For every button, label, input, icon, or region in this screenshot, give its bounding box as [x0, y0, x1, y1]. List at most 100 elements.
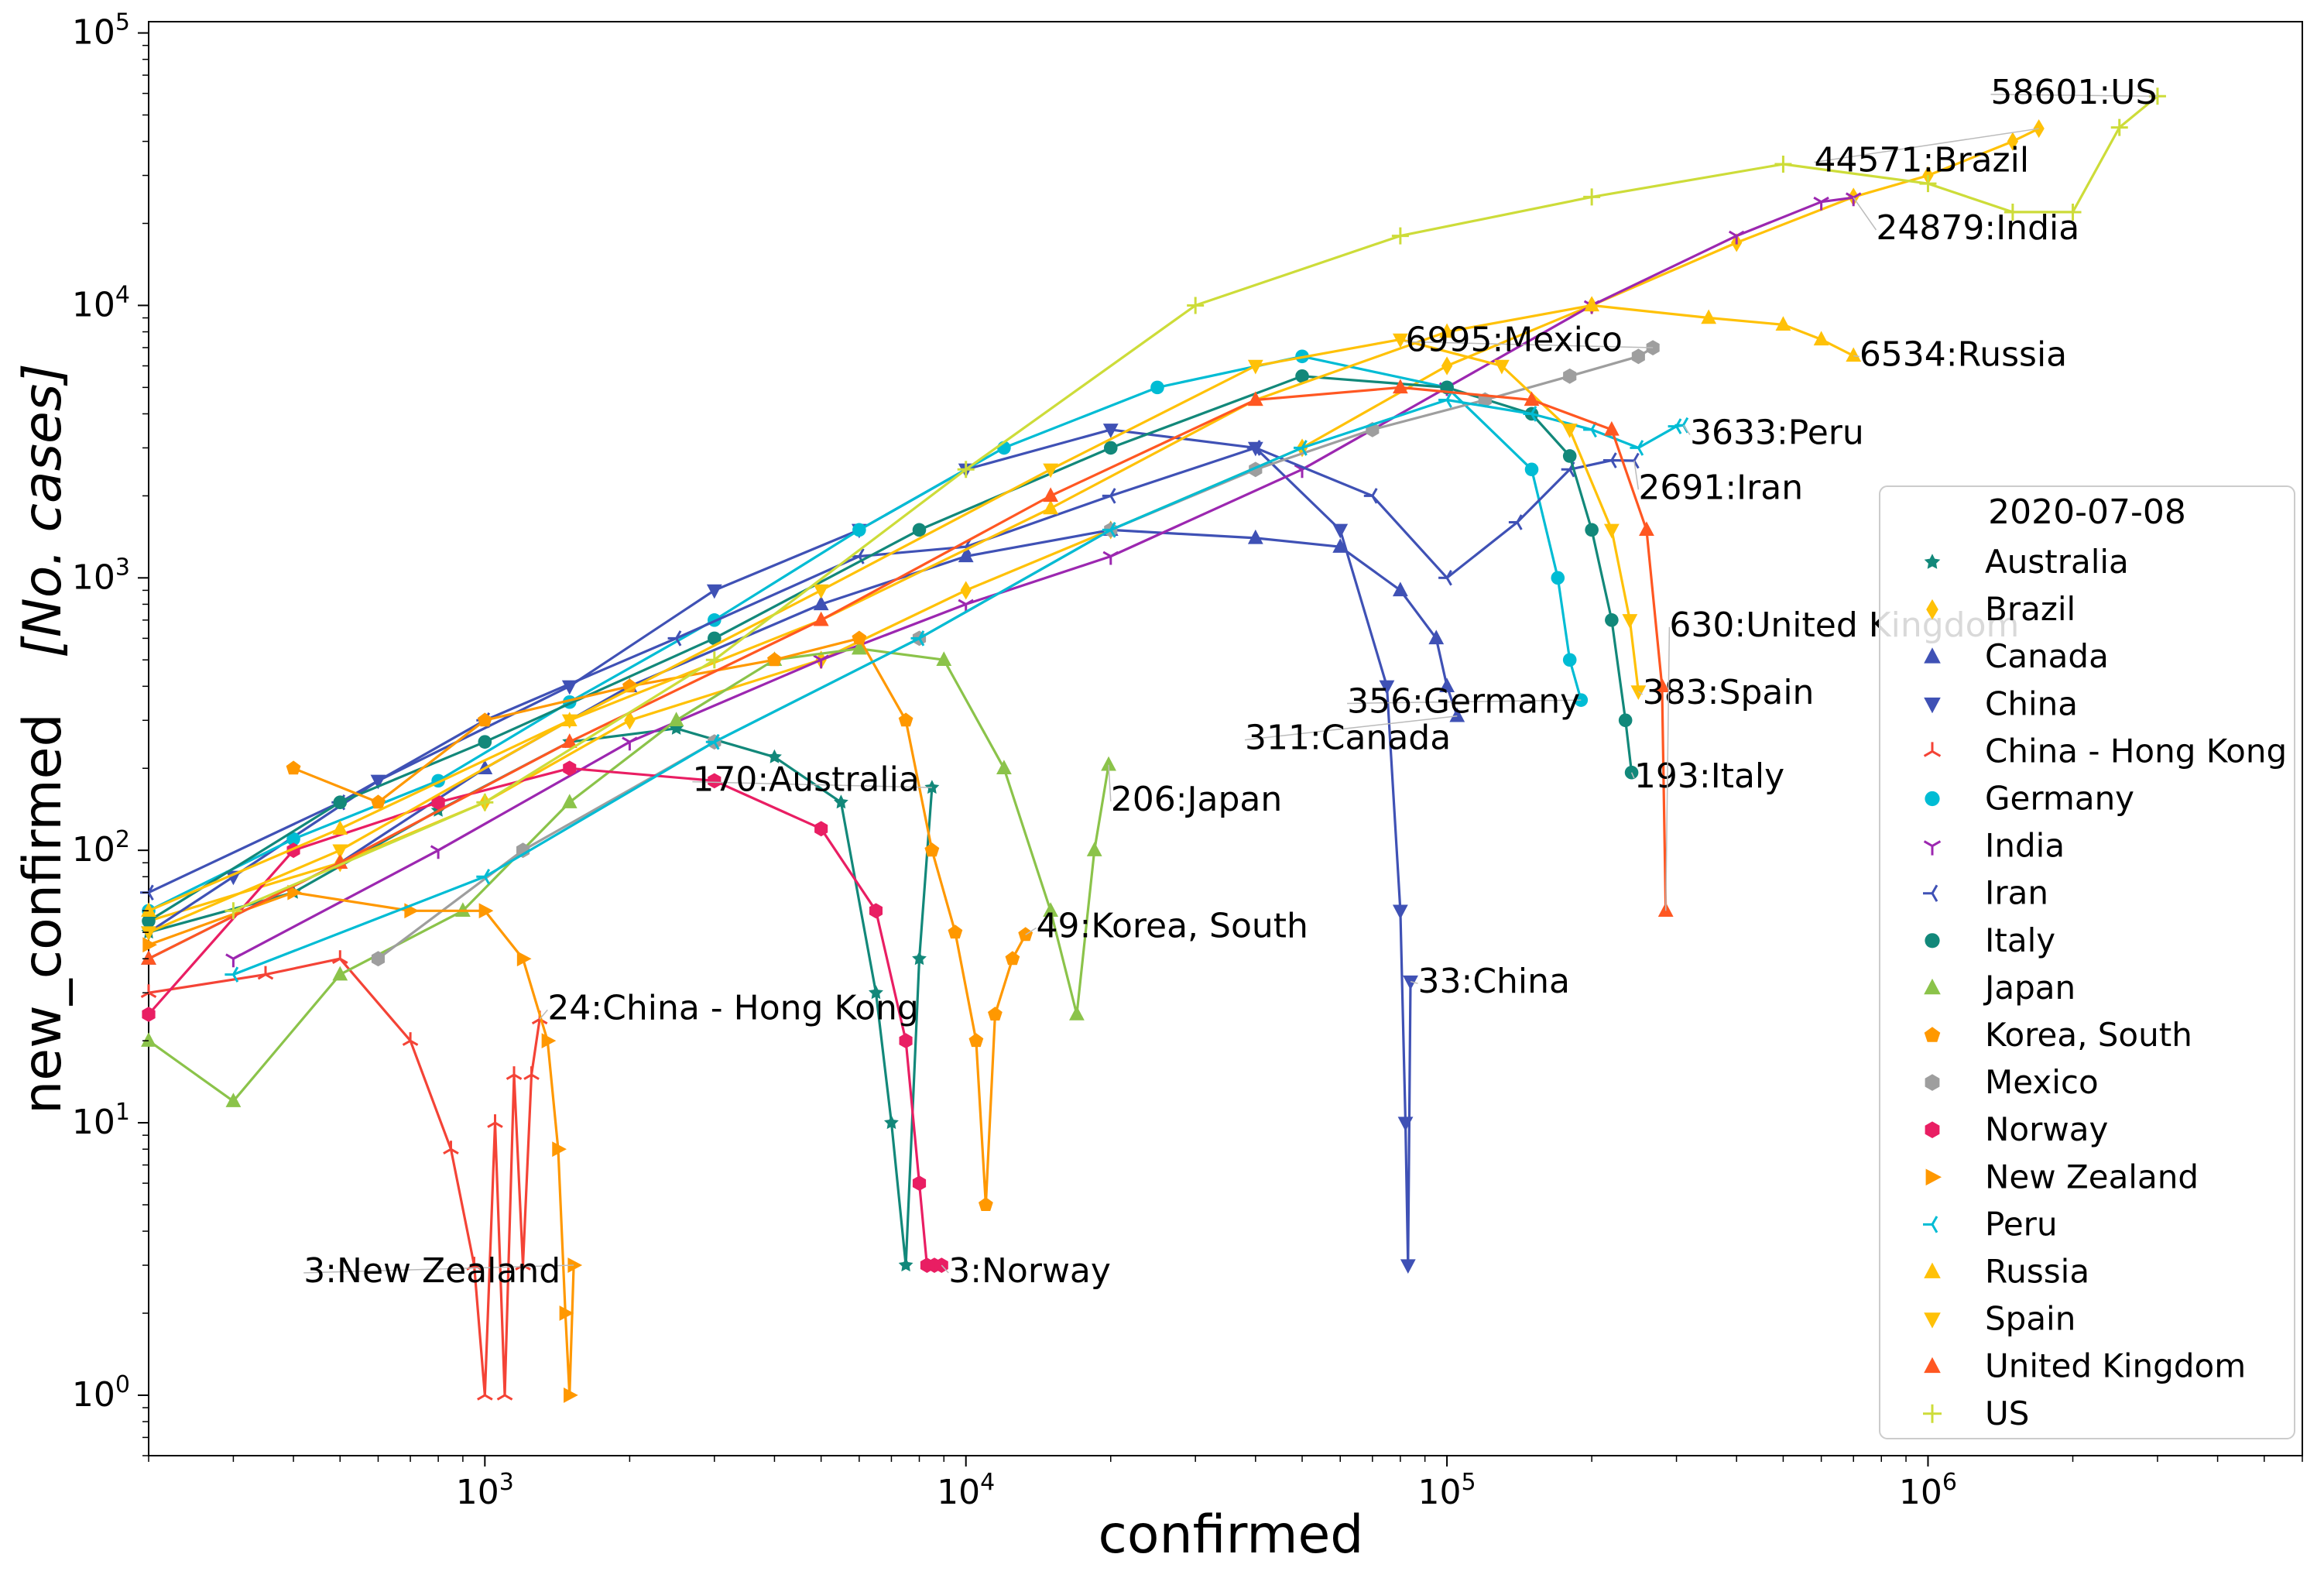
annotation-leader [1410, 980, 1418, 984]
series-new-zealand [142, 884, 583, 1403]
data-point [767, 652, 782, 667]
data-point [1493, 359, 1510, 375]
legend-item-spain: Spain [1924, 1300, 2075, 1338]
data-point [1618, 713, 1633, 728]
data-point [668, 712, 684, 727]
data-point [1363, 488, 1378, 504]
data-point [563, 760, 577, 777]
data-point [1439, 678, 1455, 693]
data-point [567, 1257, 583, 1273]
data-point [1639, 521, 1654, 537]
series-line [232, 196, 1854, 960]
data-point [142, 914, 156, 928]
legend-item-russia: Russia [1924, 1253, 2089, 1291]
legend-item-iran: Iran [1923, 874, 2048, 912]
data-point [561, 714, 578, 729]
annotation-leader [303, 1264, 574, 1274]
data-point [979, 1197, 993, 1211]
legend-item-italy: Italy [1925, 921, 2055, 959]
legend-marker [1925, 933, 1940, 949]
tick-layer: 103 104 105 106 100 101 102 103 104 105 [72, 9, 2303, 1512]
annotation-leader [1664, 626, 1671, 911]
data-point [1247, 391, 1263, 407]
data-point [333, 795, 348, 810]
data-point [1562, 449, 1577, 463]
annotation-japan: 206:Japan [1111, 780, 1283, 819]
y-axis-title-units: [No. cases] [12, 363, 74, 658]
data-point [1043, 487, 1059, 503]
legend-label: United Kingdom [1985, 1347, 2246, 1385]
data-point [898, 712, 913, 727]
data-point [1813, 331, 1829, 346]
series-layer [139, 87, 2166, 1403]
data-point [476, 869, 491, 885]
legend-label: Russia [1985, 1253, 2089, 1291]
data-point [1845, 192, 1862, 207]
data-point [561, 733, 578, 748]
annotation-leader [1025, 927, 1037, 935]
data-point [454, 902, 471, 917]
data-point [996, 760, 1012, 774]
data-point [624, 711, 636, 730]
data-point [958, 547, 974, 563]
data-point [332, 844, 348, 859]
data-point [1043, 499, 1059, 515]
data-point [1295, 369, 1309, 383]
legend-marker [1925, 1121, 1940, 1138]
legend-label: Australia [1985, 543, 2129, 581]
series-india [225, 192, 1862, 968]
series-us [225, 87, 2166, 920]
data-point [516, 951, 532, 967]
legend-marker [1924, 647, 1941, 664]
data-point [1392, 379, 1408, 394]
annotation-peru: 3633:Peru [1690, 413, 1864, 452]
data-point [1392, 904, 1408, 920]
annotation-leader [1990, 94, 2158, 97]
data-point [1508, 514, 1523, 530]
annotation-leader [1244, 715, 1458, 741]
legend-label: Norway [1985, 1110, 2108, 1148]
data-point [257, 966, 274, 980]
legend-item-germany: Germany [1925, 780, 2134, 818]
data-point [814, 821, 828, 837]
annotation-italy: 193:Italy [1634, 756, 1784, 796]
series-korea-south [286, 630, 1033, 1211]
legend-label: Iran [1985, 874, 2048, 912]
legend-item-new-zealand: New Zealand [1925, 1158, 2199, 1196]
data-point [852, 630, 867, 645]
data-point [667, 630, 682, 647]
data-point [1728, 230, 1745, 245]
series-norway [142, 760, 948, 1273]
data-point [1086, 842, 1102, 856]
data-point [141, 926, 156, 942]
annotation-iran: 2691:Iran [1638, 468, 1803, 507]
annotation-leader [1637, 691, 1644, 695]
legend-marker [1923, 1216, 1938, 1233]
legend-item-canada: Canada [1924, 637, 2109, 675]
legend-marker [1923, 840, 1942, 856]
data-point [708, 631, 722, 646]
data-point [1403, 975, 1418, 990]
data-point [430, 845, 447, 859]
data-point [541, 1033, 557, 1049]
data-point [936, 651, 952, 666]
legend-item-japan: Japan [1924, 969, 2075, 1007]
x-tick-label: 106 [1899, 1469, 1957, 1512]
data-point [523, 1066, 540, 1080]
data-point [1102, 522, 1116, 538]
data-point [516, 842, 530, 859]
data-point [564, 1388, 578, 1403]
data-point [1102, 424, 1119, 438]
annotation-korea-south: 49:Korea, South [1037, 906, 1308, 945]
data-point [1018, 927, 1033, 942]
data-point [286, 832, 300, 846]
legend-item-brazil: Brazil [1926, 590, 2075, 628]
legend-item-australia: Australia [1924, 543, 2129, 581]
data-point [1332, 523, 1349, 539]
data-point [1813, 196, 1829, 211]
data-point [834, 794, 848, 809]
data-point [1332, 538, 1349, 553]
x-tick-label: 105 [1418, 1469, 1476, 1512]
data-point [1439, 323, 1455, 338]
legend-item-united-kingdom: United Kingdom [1924, 1347, 2246, 1385]
